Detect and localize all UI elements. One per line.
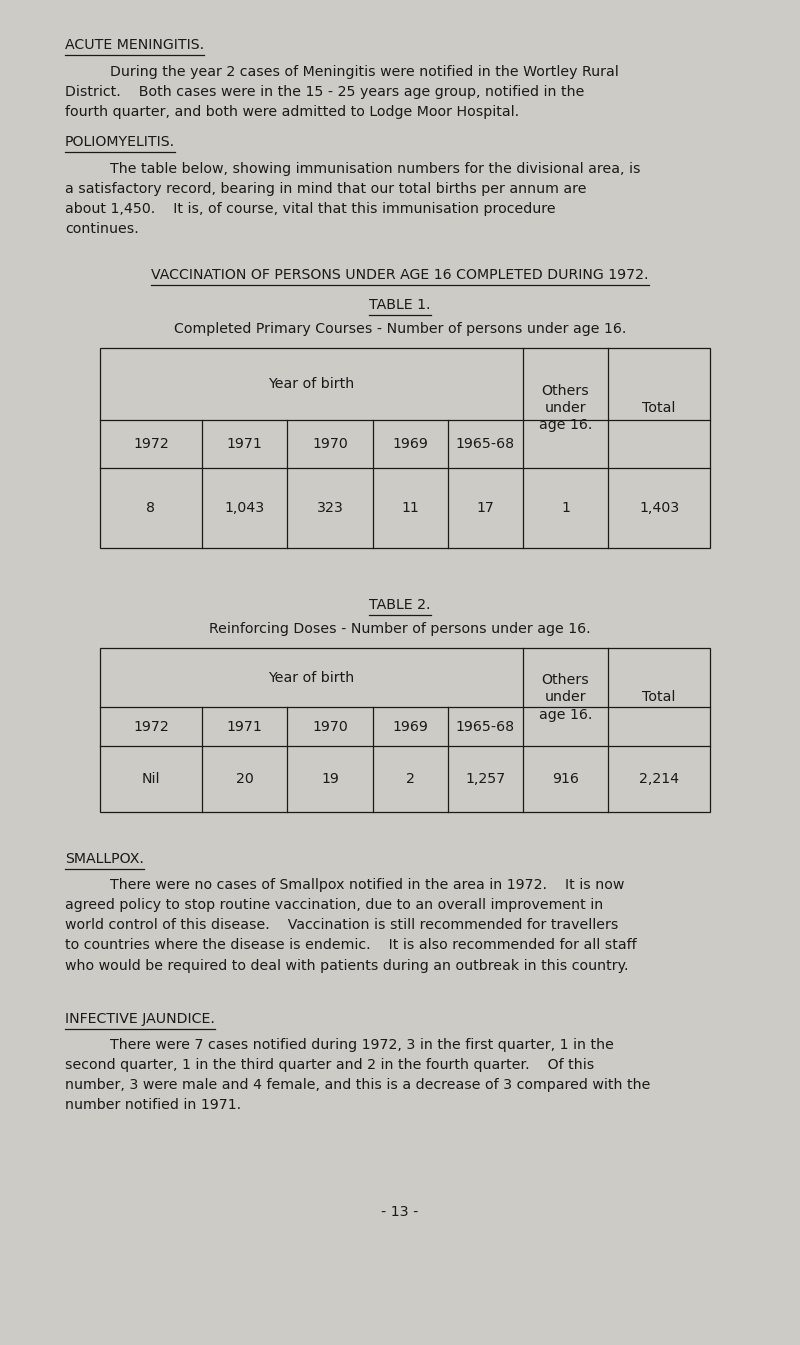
Text: to countries where the disease is endemic.    It is also recommended for all sta: to countries where the disease is endemi… <box>65 939 637 952</box>
Text: number notified in 1971.: number notified in 1971. <box>65 1099 241 1112</box>
Text: POLIOMYELITIS.: POLIOMYELITIS. <box>65 134 175 149</box>
Text: 19: 19 <box>321 772 339 787</box>
Text: Others
under
age 16.: Others under age 16. <box>538 383 592 432</box>
Text: 2,214: 2,214 <box>639 772 679 787</box>
Text: 20: 20 <box>236 772 254 787</box>
Text: world control of this disease.    Vaccination is still recommended for traveller: world control of this disease. Vaccinati… <box>65 919 618 932</box>
Text: 2: 2 <box>406 772 414 787</box>
Text: Nil: Nil <box>142 772 160 787</box>
Text: District.    Both cases were in the 15 - 25 years age group, notified in the: District. Both cases were in the 15 - 25… <box>65 85 584 100</box>
Text: 1971: 1971 <box>226 437 262 451</box>
Text: Reinforcing Doses - Number of persons under age 16.: Reinforcing Doses - Number of persons un… <box>209 621 591 636</box>
Text: second quarter, 1 in the third quarter and 2 in the fourth quarter.    Of this: second quarter, 1 in the third quarter a… <box>65 1059 594 1072</box>
Text: continues.: continues. <box>65 222 138 237</box>
Text: 916: 916 <box>552 772 579 787</box>
Bar <box>100 348 710 547</box>
Text: 1,403: 1,403 <box>639 500 679 515</box>
Text: The table below, showing immunisation numbers for the divisional area, is: The table below, showing immunisation nu… <box>110 161 641 176</box>
Text: 323: 323 <box>317 500 343 515</box>
Text: 11: 11 <box>402 500 419 515</box>
Text: There were no cases of Smallpox notified in the area in 1972.    It is now: There were no cases of Smallpox notified… <box>110 878 624 892</box>
Text: 1972: 1972 <box>133 720 169 734</box>
Text: Year of birth: Year of birth <box>268 377 354 391</box>
Text: 17: 17 <box>476 500 494 515</box>
Text: agreed policy to stop routine vaccination, due to an overall improvement in: agreed policy to stop routine vaccinatio… <box>65 898 603 912</box>
Text: ACUTE MENINGITIS.: ACUTE MENINGITIS. <box>65 38 204 52</box>
Text: 1,257: 1,257 <box>465 772 506 787</box>
Text: who would be required to deal with patients during an outbreak in this country.: who would be required to deal with patie… <box>65 959 629 972</box>
Text: fourth quarter, and both were admitted to Lodge Moor Hospital.: fourth quarter, and both were admitted t… <box>65 105 519 120</box>
Text: Others
under
age 16.: Others under age 16. <box>538 672 592 721</box>
Text: about 1,450.    It is, of course, vital that this immunisation procedure: about 1,450. It is, of course, vital tha… <box>65 202 556 217</box>
Text: 1972: 1972 <box>133 437 169 451</box>
Text: 1,043: 1,043 <box>225 500 265 515</box>
Text: 1965-68: 1965-68 <box>456 437 514 451</box>
Text: 1969: 1969 <box>392 437 428 451</box>
Text: 1970: 1970 <box>312 437 348 451</box>
Text: INFECTIVE JAUNDICE.: INFECTIVE JAUNDICE. <box>65 1011 215 1026</box>
Text: Total: Total <box>642 401 676 416</box>
Text: Year of birth: Year of birth <box>268 671 354 685</box>
Text: 1969: 1969 <box>392 720 428 734</box>
Text: 1970: 1970 <box>312 720 348 734</box>
Text: TABLE 2.: TABLE 2. <box>370 599 430 612</box>
Bar <box>100 648 710 812</box>
Text: 1971: 1971 <box>226 720 262 734</box>
Text: 8: 8 <box>146 500 155 515</box>
Text: Completed Primary Courses - Number of persons under age 16.: Completed Primary Courses - Number of pe… <box>174 321 626 336</box>
Text: SMALLPOX.: SMALLPOX. <box>65 851 144 866</box>
Text: TABLE 1.: TABLE 1. <box>370 299 430 312</box>
Text: During the year 2 cases of Meningitis were notified in the Wortley Rural: During the year 2 cases of Meningitis we… <box>110 65 618 79</box>
Text: VACCINATION OF PERSONS UNDER AGE 16 COMPLETED DURING 1972.: VACCINATION OF PERSONS UNDER AGE 16 COMP… <box>151 268 649 282</box>
Text: 1965-68: 1965-68 <box>456 720 514 734</box>
Text: a satisfactory record, bearing in mind that our total births per annum are: a satisfactory record, bearing in mind t… <box>65 182 586 196</box>
Text: number, 3 were male and 4 female, and this is a decrease of 3 compared with the: number, 3 were male and 4 female, and th… <box>65 1079 650 1092</box>
Text: Total: Total <box>642 690 676 705</box>
Text: There were 7 cases notified during 1972, 3 in the first quarter, 1 in the: There were 7 cases notified during 1972,… <box>110 1038 614 1052</box>
Text: 1: 1 <box>561 500 570 515</box>
Text: - 13 -: - 13 - <box>382 1205 418 1219</box>
